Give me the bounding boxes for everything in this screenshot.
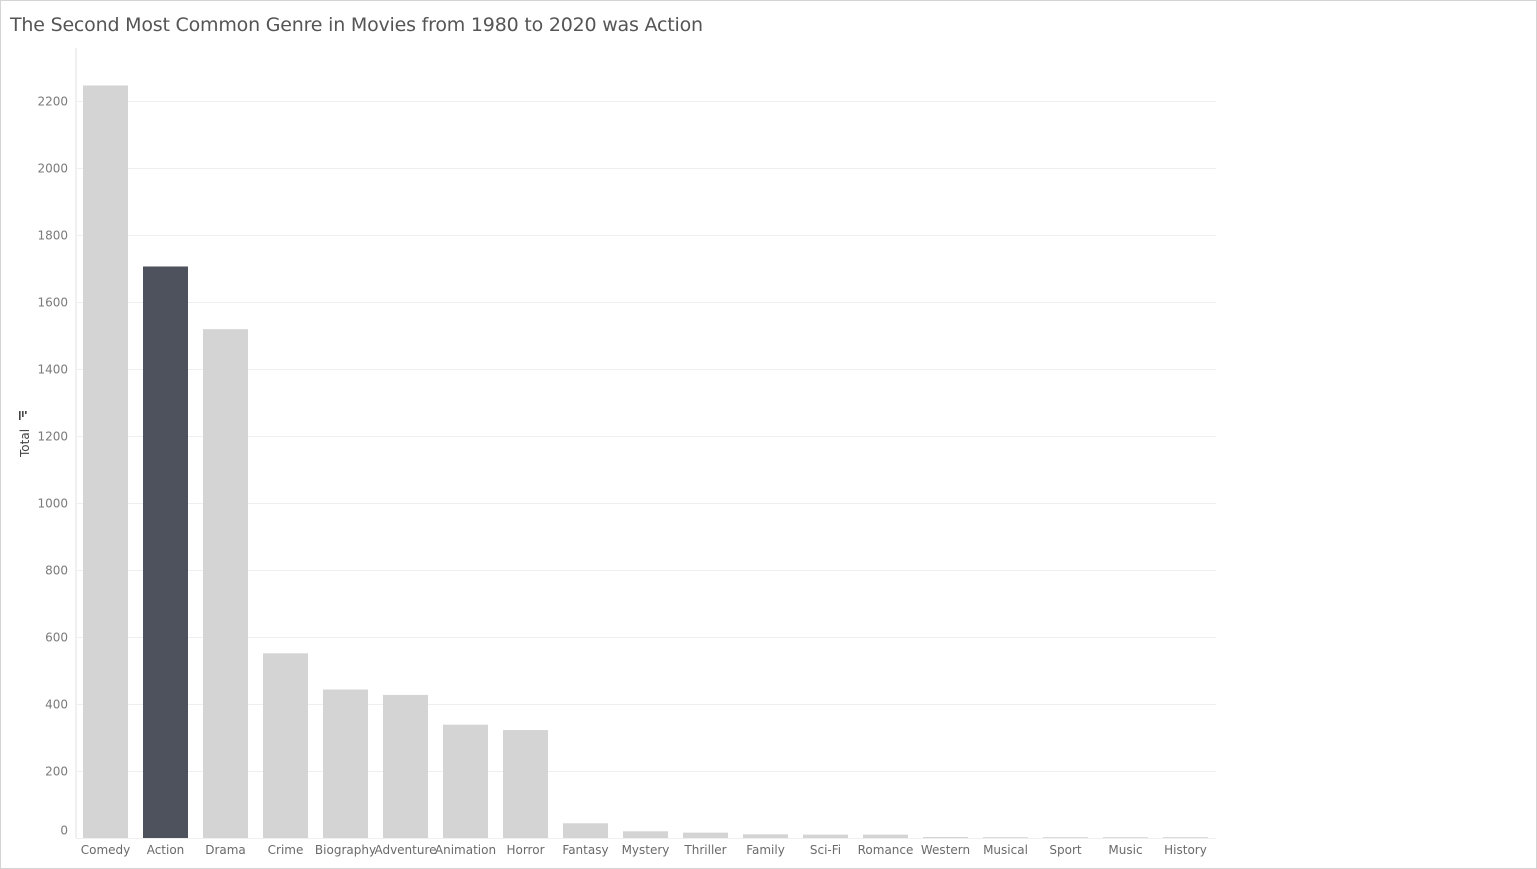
sort-icon-bar	[22, 411, 24, 417]
bar-romance[interactable]	[863, 834, 908, 838]
x-category-label: Western	[921, 843, 970, 857]
bar-mystery[interactable]	[623, 831, 668, 838]
bars	[83, 85, 1208, 838]
bar-thriller[interactable]	[683, 832, 728, 838]
bar-action[interactable]	[143, 266, 188, 838]
bar-history[interactable]	[1163, 837, 1208, 838]
y-tick-label: 800	[45, 564, 68, 578]
x-category-label: Drama	[205, 843, 246, 857]
sort-descending-icon[interactable]	[19, 411, 27, 420]
bar-music[interactable]	[1103, 837, 1148, 838]
chart-title: The Second Most Common Genre in Movies f…	[10, 14, 703, 36]
y-axis-title: Total	[18, 429, 32, 458]
y-tick-label: 1200	[37, 430, 68, 444]
x-category-label: Horror	[506, 843, 544, 857]
bar-crime[interactable]	[263, 653, 308, 838]
bar-family[interactable]	[743, 834, 788, 838]
x-category-label: Animation	[435, 843, 496, 857]
x-category-label: Action	[147, 843, 185, 857]
x-category-label: Adventure	[374, 843, 436, 857]
sort-icon-bar	[19, 411, 21, 420]
bar-fantasy[interactable]	[563, 823, 608, 838]
bar-sci-fi[interactable]	[803, 834, 848, 838]
y-tick-label: 1800	[37, 229, 68, 243]
y-tick-label: 200	[45, 765, 68, 779]
x-category-label: Fantasy	[562, 843, 608, 857]
bar-comedy[interactable]	[83, 85, 128, 838]
x-category-label: Sport	[1049, 843, 1082, 857]
bar-musical[interactable]	[983, 837, 1028, 838]
x-category-label: Sci-Fi	[810, 843, 841, 857]
bar-animation[interactable]	[443, 724, 488, 838]
x-category-label: Crime	[268, 843, 304, 857]
bar-drama[interactable]	[203, 329, 248, 838]
y-tick-label: 0	[60, 824, 68, 838]
bar-horror[interactable]	[503, 730, 548, 838]
bar-western[interactable]	[923, 836, 968, 838]
y-tick-label: 1600	[37, 296, 68, 310]
y-tick-label: 1400	[37, 363, 68, 377]
x-category-label: Musical	[983, 843, 1028, 857]
x-category-label: Music	[1108, 843, 1142, 857]
x-category-label: Family	[746, 843, 785, 857]
sort-icon-bar	[25, 411, 27, 414]
x-category-label: Mystery	[622, 843, 670, 857]
x-category-label: Biography	[315, 843, 376, 857]
y-tick-label: 1000	[37, 497, 68, 511]
bar-adventure[interactable]	[383, 694, 428, 838]
x-axis-categories: Comedy Action Drama Crime BiographyAdventure…	[81, 843, 1207, 857]
y-tick-label: 2200	[37, 95, 68, 109]
x-category-label: Comedy	[81, 843, 131, 857]
x-category-label: History	[1164, 843, 1207, 857]
y-tick-label: 400	[45, 698, 68, 712]
y-axis-ticks: 0 200 400 600 800 1000 1200 1400 1600 1800 2000 220…	[37, 95, 68, 838]
y-axis-title-group[interactable]: Total	[18, 411, 32, 458]
y-tick-label: 600	[45, 631, 68, 645]
bar-sport[interactable]	[1043, 837, 1088, 838]
y-tick-label: 2000	[37, 162, 68, 176]
x-category-label: Romance	[858, 843, 914, 857]
x-category-label: Thriller	[683, 843, 726, 857]
bar-biography[interactable]	[323, 689, 368, 838]
